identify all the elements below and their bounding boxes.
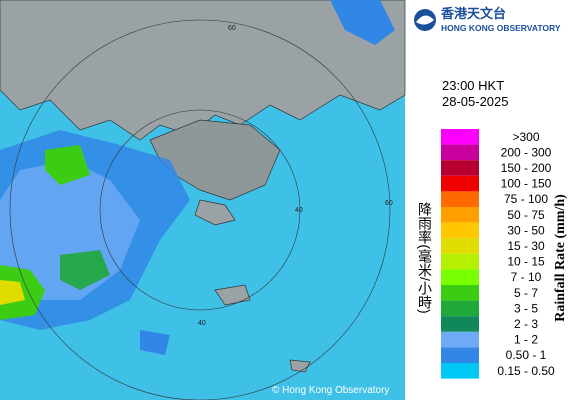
legend-swatch <box>441 300 479 317</box>
legend-label: >300 <box>512 130 539 144</box>
legend-swatch <box>441 222 479 239</box>
legend-label: 150 - 200 <box>501 161 552 175</box>
legend-swatch <box>441 207 479 223</box>
legend-label: 0.15 - 0.50 <box>497 364 555 378</box>
legend-label: 75 - 100 <box>504 192 548 206</box>
legend-swatch <box>441 175 479 192</box>
legend-label: 15 - 30 <box>507 239 545 253</box>
legend-label: 200 - 300 <box>501 145 552 159</box>
legend-label: 7 - 10 <box>511 270 542 284</box>
legend-swatch <box>441 253 479 270</box>
rain <box>0 0 395 355</box>
legend-title-chinese: 降雨率(毫米/小時) <box>417 202 433 313</box>
ring-label: 60 <box>385 200 393 207</box>
ring-label: 60 <box>228 25 236 32</box>
legend-label: 30 - 50 <box>507 223 545 237</box>
legend-swatch <box>441 160 479 176</box>
legend-swatch <box>441 269 479 285</box>
legend-label: 0.50 - 1 <box>506 348 547 362</box>
legend-label: 50 - 75 <box>507 208 545 222</box>
legend-title-english: Rainfall Rate (mm/h) <box>553 194 568 322</box>
legend-label: 1 - 2 <box>514 333 538 347</box>
date: 28-05-2025 <box>442 94 509 109</box>
legend-swatch <box>441 285 479 301</box>
range-rings <box>9 19 391 400</box>
legend-label: 100 - 150 <box>501 177 552 191</box>
time: 23:00 HKT <box>442 78 504 93</box>
legend-label: 5 - 7 <box>514 286 538 300</box>
ring-label: 40 <box>295 207 303 214</box>
logo-mark <box>416 15 434 25</box>
legend-label: 2 - 3 <box>514 317 538 331</box>
legend-label: 10 - 15 <box>507 255 545 269</box>
legend-swatch <box>441 129 479 145</box>
org-english: HONG KONG OBSERVATORY <box>441 23 561 33</box>
land <box>0 0 406 373</box>
legend-swatch <box>441 238 479 254</box>
legend-label: 3 - 5 <box>514 301 538 315</box>
legend-swatch <box>441 331 479 348</box>
legend-swatch <box>441 316 479 332</box>
legend-swatch <box>441 347 479 363</box>
ring-label: 40 <box>198 320 206 327</box>
org-chinese: 香港天文台 <box>440 6 506 21</box>
legend-swatch <box>441 363 479 379</box>
copyright: © Hong Kong Observatory <box>272 385 389 396</box>
legend-swatch <box>441 144 479 161</box>
legend-swatch <box>441 191 479 207</box>
